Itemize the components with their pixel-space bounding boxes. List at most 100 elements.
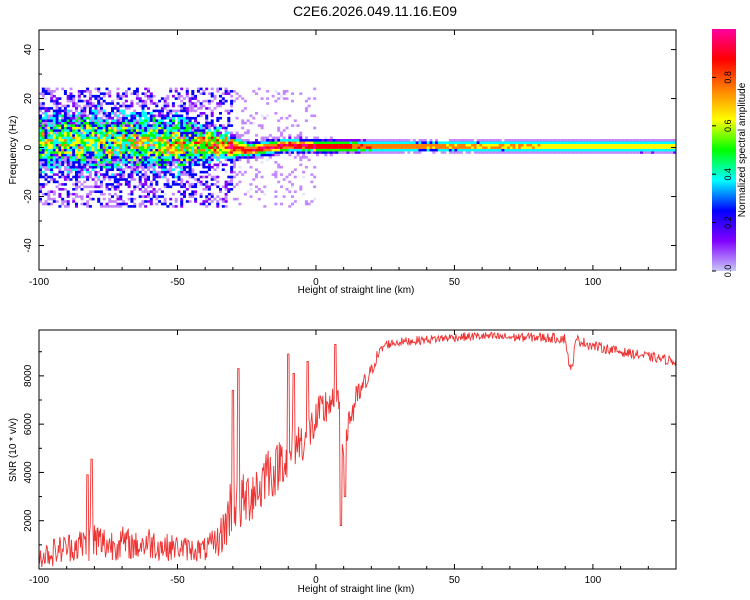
spectrogram-cell <box>299 163 303 167</box>
spectrogram-cell <box>404 139 408 142</box>
spectrogram-cell <box>133 185 137 189</box>
spectrogram-cell <box>124 183 128 186</box>
spectrogram-cell <box>152 102 156 105</box>
spectrogram-cell <box>188 107 192 110</box>
spectrogram-cell <box>147 107 150 110</box>
spectrogram-cell <box>97 116 101 120</box>
spectrogram-cell <box>119 112 123 115</box>
spectrogram-cell <box>105 121 109 125</box>
spectrogram-cell <box>399 143 402 147</box>
spectrogram-cell <box>219 161 222 164</box>
spectrogram-cell <box>130 114 134 118</box>
spectrogram-cell <box>135 124 139 127</box>
spectrogram-cell <box>202 146 206 149</box>
spectrogram-cell <box>490 148 494 152</box>
spectrogram-cell <box>144 92 148 95</box>
spectrogram-cell <box>144 190 148 193</box>
spectrogram-cell <box>155 170 159 174</box>
spectrogram-cell <box>163 175 167 179</box>
spectrogram-cell <box>210 183 214 186</box>
spectrogram-cell <box>598 146 602 149</box>
spectrogram-cell <box>88 139 92 142</box>
spectrogram-cell <box>44 121 48 125</box>
spectrogram-cell <box>670 141 674 144</box>
spectrogram-cell <box>213 143 217 147</box>
spectrogram-cell <box>39 129 42 132</box>
spectrogram-cell <box>246 143 250 147</box>
spectrogram-cell <box>529 139 533 142</box>
spectrogram-cell <box>169 124 173 127</box>
spectrogram-cell <box>219 156 222 159</box>
spectrogram-cell <box>130 158 134 162</box>
spectrogram-cell <box>257 153 261 157</box>
spectrogram-cell <box>410 146 414 149</box>
spectrogram-cell <box>199 112 203 115</box>
spectrogram-cell <box>158 175 162 179</box>
spectrogram-y-tick-label: -20 <box>23 189 34 204</box>
spectrogram-cell <box>88 112 92 115</box>
spectrogram-cell <box>72 153 76 157</box>
spectrogram-cell <box>116 134 120 137</box>
spectrogram-cell <box>587 146 591 149</box>
spectrogram-cell <box>293 190 297 193</box>
spectrogram-cell <box>288 134 292 137</box>
spectrogram-cell <box>116 121 120 125</box>
spectrogram-cell <box>202 170 206 174</box>
spectrogram-cell <box>185 158 189 162</box>
spectrogram-cell <box>232 158 236 162</box>
spectrogram-cell <box>401 141 405 144</box>
spectrogram-cell <box>122 202 126 206</box>
spectrogram-cell <box>75 114 78 118</box>
spectrogram-cell <box>86 129 90 132</box>
spectrogram-cell <box>185 92 189 95</box>
spectrogram-cell <box>72 143 76 147</box>
spectrogram-cell <box>99 119 103 122</box>
spectrogram-cell <box>205 121 209 125</box>
spectrogram-cell <box>266 141 270 144</box>
spectrogram-cell <box>232 156 236 159</box>
spectrogram-cell <box>302 175 306 179</box>
spectrogram-cell <box>227 136 231 140</box>
spectrogram-cell <box>216 156 220 159</box>
spectrogram-cell <box>338 143 342 147</box>
spectrogram-cell <box>75 165 78 169</box>
spectrogram-cell <box>80 146 84 149</box>
spectrogram-cell <box>77 153 81 157</box>
spectrogram-cell <box>111 146 114 149</box>
spectrogram-cell <box>80 170 84 174</box>
spectrogram-cell <box>149 99 153 103</box>
spectrogram-cell <box>443 143 447 147</box>
spectrogram-cell <box>160 97 164 100</box>
spectrogram-cell <box>659 143 663 147</box>
spectrogram-cell <box>407 139 411 142</box>
spectrogram-cell <box>651 143 655 147</box>
spectrogram-cell <box>171 148 175 152</box>
spectrogram-cell <box>58 102 62 105</box>
spectrogram-cell <box>47 175 51 179</box>
spectrogram-cell <box>448 143 452 147</box>
spectrogram-cell <box>39 153 42 157</box>
spectrogram-cell <box>66 195 70 198</box>
spectrogram-cell <box>498 141 502 144</box>
spectrogram-cell <box>97 119 101 122</box>
spectrogram-cell <box>202 156 206 159</box>
spectrogram-cell <box>432 148 436 152</box>
spectrogram-cell <box>144 188 148 191</box>
spectrogram-cell <box>656 148 660 152</box>
spectrogram-cell <box>169 87 173 91</box>
spectrogram-cell <box>396 143 400 147</box>
spectrogram-cell <box>113 134 117 137</box>
spectrogram-cell <box>313 97 317 100</box>
spectrogram-cell <box>99 153 103 157</box>
spectrogram-cell <box>97 104 101 108</box>
spectrogram-cell <box>263 136 267 140</box>
spectrogram-cell <box>152 195 156 198</box>
spectrogram-cell <box>185 119 189 122</box>
spectrogram-cell <box>169 156 173 159</box>
spectrogram-cell <box>174 134 178 137</box>
spectrogram-cell <box>202 112 206 115</box>
spectrogram-cell <box>119 170 123 174</box>
spectrogram-cell <box>573 148 577 152</box>
spectrogram-cell <box>304 136 308 140</box>
spectrogram-cell <box>163 116 167 120</box>
